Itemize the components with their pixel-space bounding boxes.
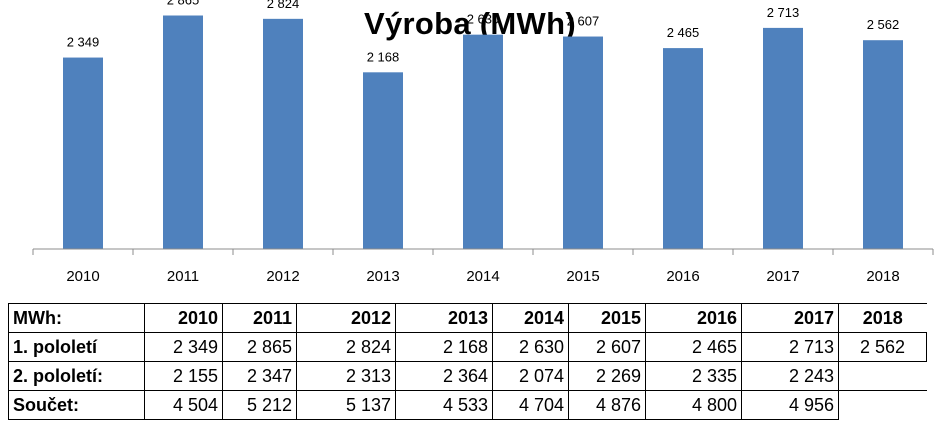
- x-tick-label-2016: 2016: [666, 268, 699, 285]
- bar-value-label-2011: 2 865: [167, 0, 200, 8]
- table-cell: 2 243: [741, 361, 839, 391]
- table-cell: 4 704: [492, 390, 569, 420]
- table-row: 2. pololetí: 2 155 2 347 2 313 2 364 2 074 2 2…: [8, 361, 927, 391]
- table-cell: 2 630: [492, 332, 569, 362]
- bar-2018: [863, 40, 903, 250]
- x-tick-label-2010: 2010: [66, 268, 99, 285]
- table-cell: 2 349: [144, 332, 223, 362]
- bar-2015: [563, 36, 603, 250]
- table-cell: 5 137: [296, 390, 396, 420]
- table-cell: 2 155: [144, 361, 223, 391]
- table-cell: 2 074: [492, 361, 569, 391]
- table-cell: 4 533: [395, 390, 493, 420]
- table-cell: 2 713: [741, 332, 839, 362]
- table-cell: 4 956: [741, 390, 839, 420]
- bar-value-label-2017: 2 713: [767, 5, 800, 20]
- bar-value-label-2010: 2 349: [67, 35, 100, 50]
- bar-value-label-2015: 2 607: [567, 14, 600, 29]
- bar-2011: [163, 15, 203, 249]
- x-tick-label-2013: 2013: [366, 268, 399, 285]
- x-axis: 2010 2011 2012 2013 2014 2015 2016 2017 2018: [32, 248, 934, 285]
- table-row-label: Součet:: [8, 390, 145, 420]
- table-header-year: 2012: [296, 303, 396, 333]
- table-header-year: 2015: [568, 303, 646, 333]
- table-cell: 2 465: [645, 332, 742, 362]
- bar-value-label-2016: 2 465: [667, 25, 700, 40]
- bars-layer: [63, 15, 903, 250]
- table-cell: 4 800: [645, 390, 742, 420]
- bar-2016: [663, 48, 703, 249]
- table-cell: 2 607: [568, 332, 646, 362]
- table-cell: 2 335: [645, 361, 742, 391]
- table-header-year: 2017: [741, 303, 839, 333]
- table-cell: 4 876: [568, 390, 646, 420]
- bar-2012: [263, 18, 303, 250]
- x-tick-label-2015: 2015: [566, 268, 599, 285]
- table-header-year: 2014: [492, 303, 569, 333]
- table-header-year: 2016: [645, 303, 742, 333]
- table-row-label: 2. pololetí:: [8, 361, 145, 391]
- table-header-year: 2010: [144, 303, 223, 333]
- bar-value-label-2013: 2 168: [367, 49, 400, 64]
- table-header-year: 2018: [838, 303, 927, 333]
- table-body: MWh: 2010 2011 2012 2013 2014 2015 2016 2017 2018…: [8, 303, 927, 420]
- table-row: 1. pololetí 2 349 2 865 2 824 2 168 2 630 2 60…: [8, 332, 927, 362]
- table-cell: 2 824: [296, 332, 396, 362]
- table-row-label: 1. pololetí: [8, 332, 145, 362]
- value-labels-layer: 2 349 2 865 2 824 2 168 2 630 2 607 2 465 2 713…: [67, 0, 900, 64]
- table-cell: 5 212: [222, 390, 297, 420]
- bar-2010: [63, 57, 103, 249]
- data-table: MWh: 2010 2011 2012 2013 2014 2015 2016 2017 2018…: [8, 303, 927, 420]
- bar-value-label-2018: 2 562: [867, 17, 900, 32]
- x-tick-label-2011: 2011: [167, 268, 199, 285]
- table-cell: 2 562: [838, 332, 927, 362]
- bar-2017: [763, 27, 803, 249]
- table-cell: 2 364: [395, 361, 493, 391]
- table-cell: 2 269: [568, 361, 646, 391]
- table-cell: 2 865: [222, 332, 297, 362]
- x-tick-label-2017: 2017: [766, 268, 799, 285]
- table-row: Součet: 4 504 5 212 5 137 4 533 4 704 4 876 4 8…: [8, 390, 927, 420]
- table-header-label: MWh:: [8, 303, 145, 333]
- bar-2014: [463, 34, 503, 249]
- x-tick-label-2012: 2012: [266, 268, 299, 285]
- bar-value-label-2012: 2 824: [267, 0, 300, 11]
- table-header-row: MWh: 2010 2011 2012 2013 2014 2015 2016 2017 2018: [8, 303, 927, 333]
- bar-value-label-2014: 2 630: [467, 12, 500, 27]
- table-cell: 4 504: [144, 390, 223, 420]
- table-header-year: 2013: [395, 303, 493, 333]
- table-cell: 2 168: [395, 332, 493, 362]
- table-cell: 2 313: [296, 361, 396, 391]
- bar-2013: [363, 72, 403, 249]
- x-tick-label-2014: 2014: [466, 268, 499, 285]
- x-tick-label-2018: 2018: [866, 268, 899, 285]
- table-header-year: 2011: [222, 303, 297, 333]
- table-cell: [838, 361, 927, 391]
- bar-chart: 2 349 2 865 2 824 2 168 2 630 2 607 2 465 2 713…: [32, 0, 934, 285]
- table-cell: [838, 390, 927, 420]
- table-cell: 2 347: [222, 361, 297, 391]
